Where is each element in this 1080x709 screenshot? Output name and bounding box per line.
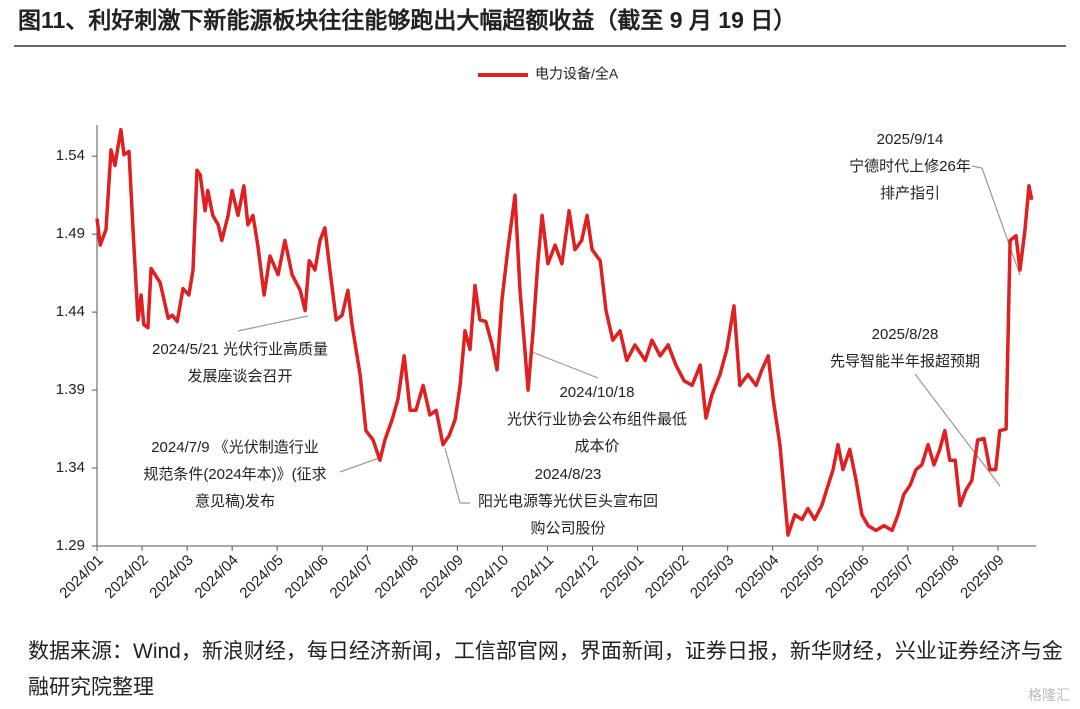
chart-title: 图11、利好刺激下新能源板块往往能够跑出大幅超额收益（截至 9 月 19 日）	[18, 7, 796, 33]
annotation: 2025/9/14	[877, 131, 944, 148]
y-tick-label: 1.39	[56, 381, 85, 398]
source-note: 数据来源：Wind，新浪财经，每日经济新闻，工信部官网，界面新闻，证券日报，新华…	[28, 640, 1063, 699]
annotation: 阳光电源等光伏巨头宣布回	[478, 492, 658, 510]
annotation: 规范条件(2024年本)》(征求	[143, 466, 326, 483]
annotation: 2025/8/28	[872, 326, 939, 343]
x-tick-label: 2024/03	[146, 552, 196, 602]
x-tick-label: 2025/09	[957, 552, 1007, 602]
data-line	[95, 127, 1034, 537]
annotation: 先导智能半年报超预期	[830, 352, 980, 370]
x-tick-label: 2024/09	[417, 552, 467, 602]
connector	[237, 315, 309, 332]
annotation: 2024/7/9 《光伏制造行业	[151, 439, 319, 456]
y-tick-label: 1.49	[56, 225, 85, 242]
connector	[444, 447, 470, 504]
connector	[531, 351, 599, 379]
x-tick-label: 2024/06	[282, 552, 332, 602]
annotation: 意见稿)发布	[195, 492, 275, 510]
annotation: 2024/5/21 光伏行业高质量	[152, 341, 328, 358]
y-tick-label: 1.29	[56, 537, 85, 554]
x-tick-label: 2024/12	[552, 552, 602, 602]
x-tick-label: 2025/02	[642, 552, 692, 602]
connector	[971, 165, 1021, 276]
annotation: 成本价	[574, 438, 619, 455]
y-tick-label: 1.34	[56, 459, 85, 476]
x-tick-label: 2024/11	[508, 552, 558, 602]
x-tick-label: 2025/05	[777, 552, 827, 602]
annotation: 购公司股份	[530, 520, 605, 537]
annotation: 排产指引	[880, 185, 940, 202]
legend-label: 电力设备/全A	[535, 66, 619, 82]
x-tick-label: 2024/10	[462, 552, 512, 602]
x-tick-label: 2025/07	[867, 552, 917, 602]
y-tick-label: 1.54	[56, 147, 85, 164]
x-tick-label: 2025/04	[732, 552, 782, 602]
x-tick-label: 2024/01	[56, 552, 106, 602]
x-tick-label: 2025/01	[597, 552, 647, 602]
x-tick-label: 2025/03	[687, 552, 737, 602]
x-tick-label: 2024/05	[236, 552, 286, 602]
x-tick-label: 2025/08	[912, 552, 962, 602]
annotation: 2024/10/18	[559, 384, 634, 401]
chart: 图11、利好刺激下新能源板块往往能够跑出大幅超额收益（截至 9 月 19 日） …	[14, 7, 1066, 602]
annotation: 光伏行业协会公布组件最低	[507, 411, 687, 428]
watermark: 格隆汇	[1028, 687, 1070, 703]
annotation-connectors	[237, 165, 1021, 504]
annotation: 2024/8/23	[535, 466, 602, 483]
y-tick-label: 1.44	[56, 303, 85, 320]
x-tick-label: 2024/02	[101, 552, 151, 602]
annotation: 发展座谈会召开	[187, 368, 292, 385]
x-tick-label: 2024/07	[327, 552, 377, 602]
annotation: 宁德时代上修26年	[849, 157, 971, 175]
connector	[339, 456, 383, 473]
connector	[914, 373, 1001, 487]
x-tick-label: 2024/08	[372, 552, 422, 602]
x-tick-label: 2024/04	[191, 552, 241, 602]
x-tick-label: 2025/06	[822, 552, 872, 602]
